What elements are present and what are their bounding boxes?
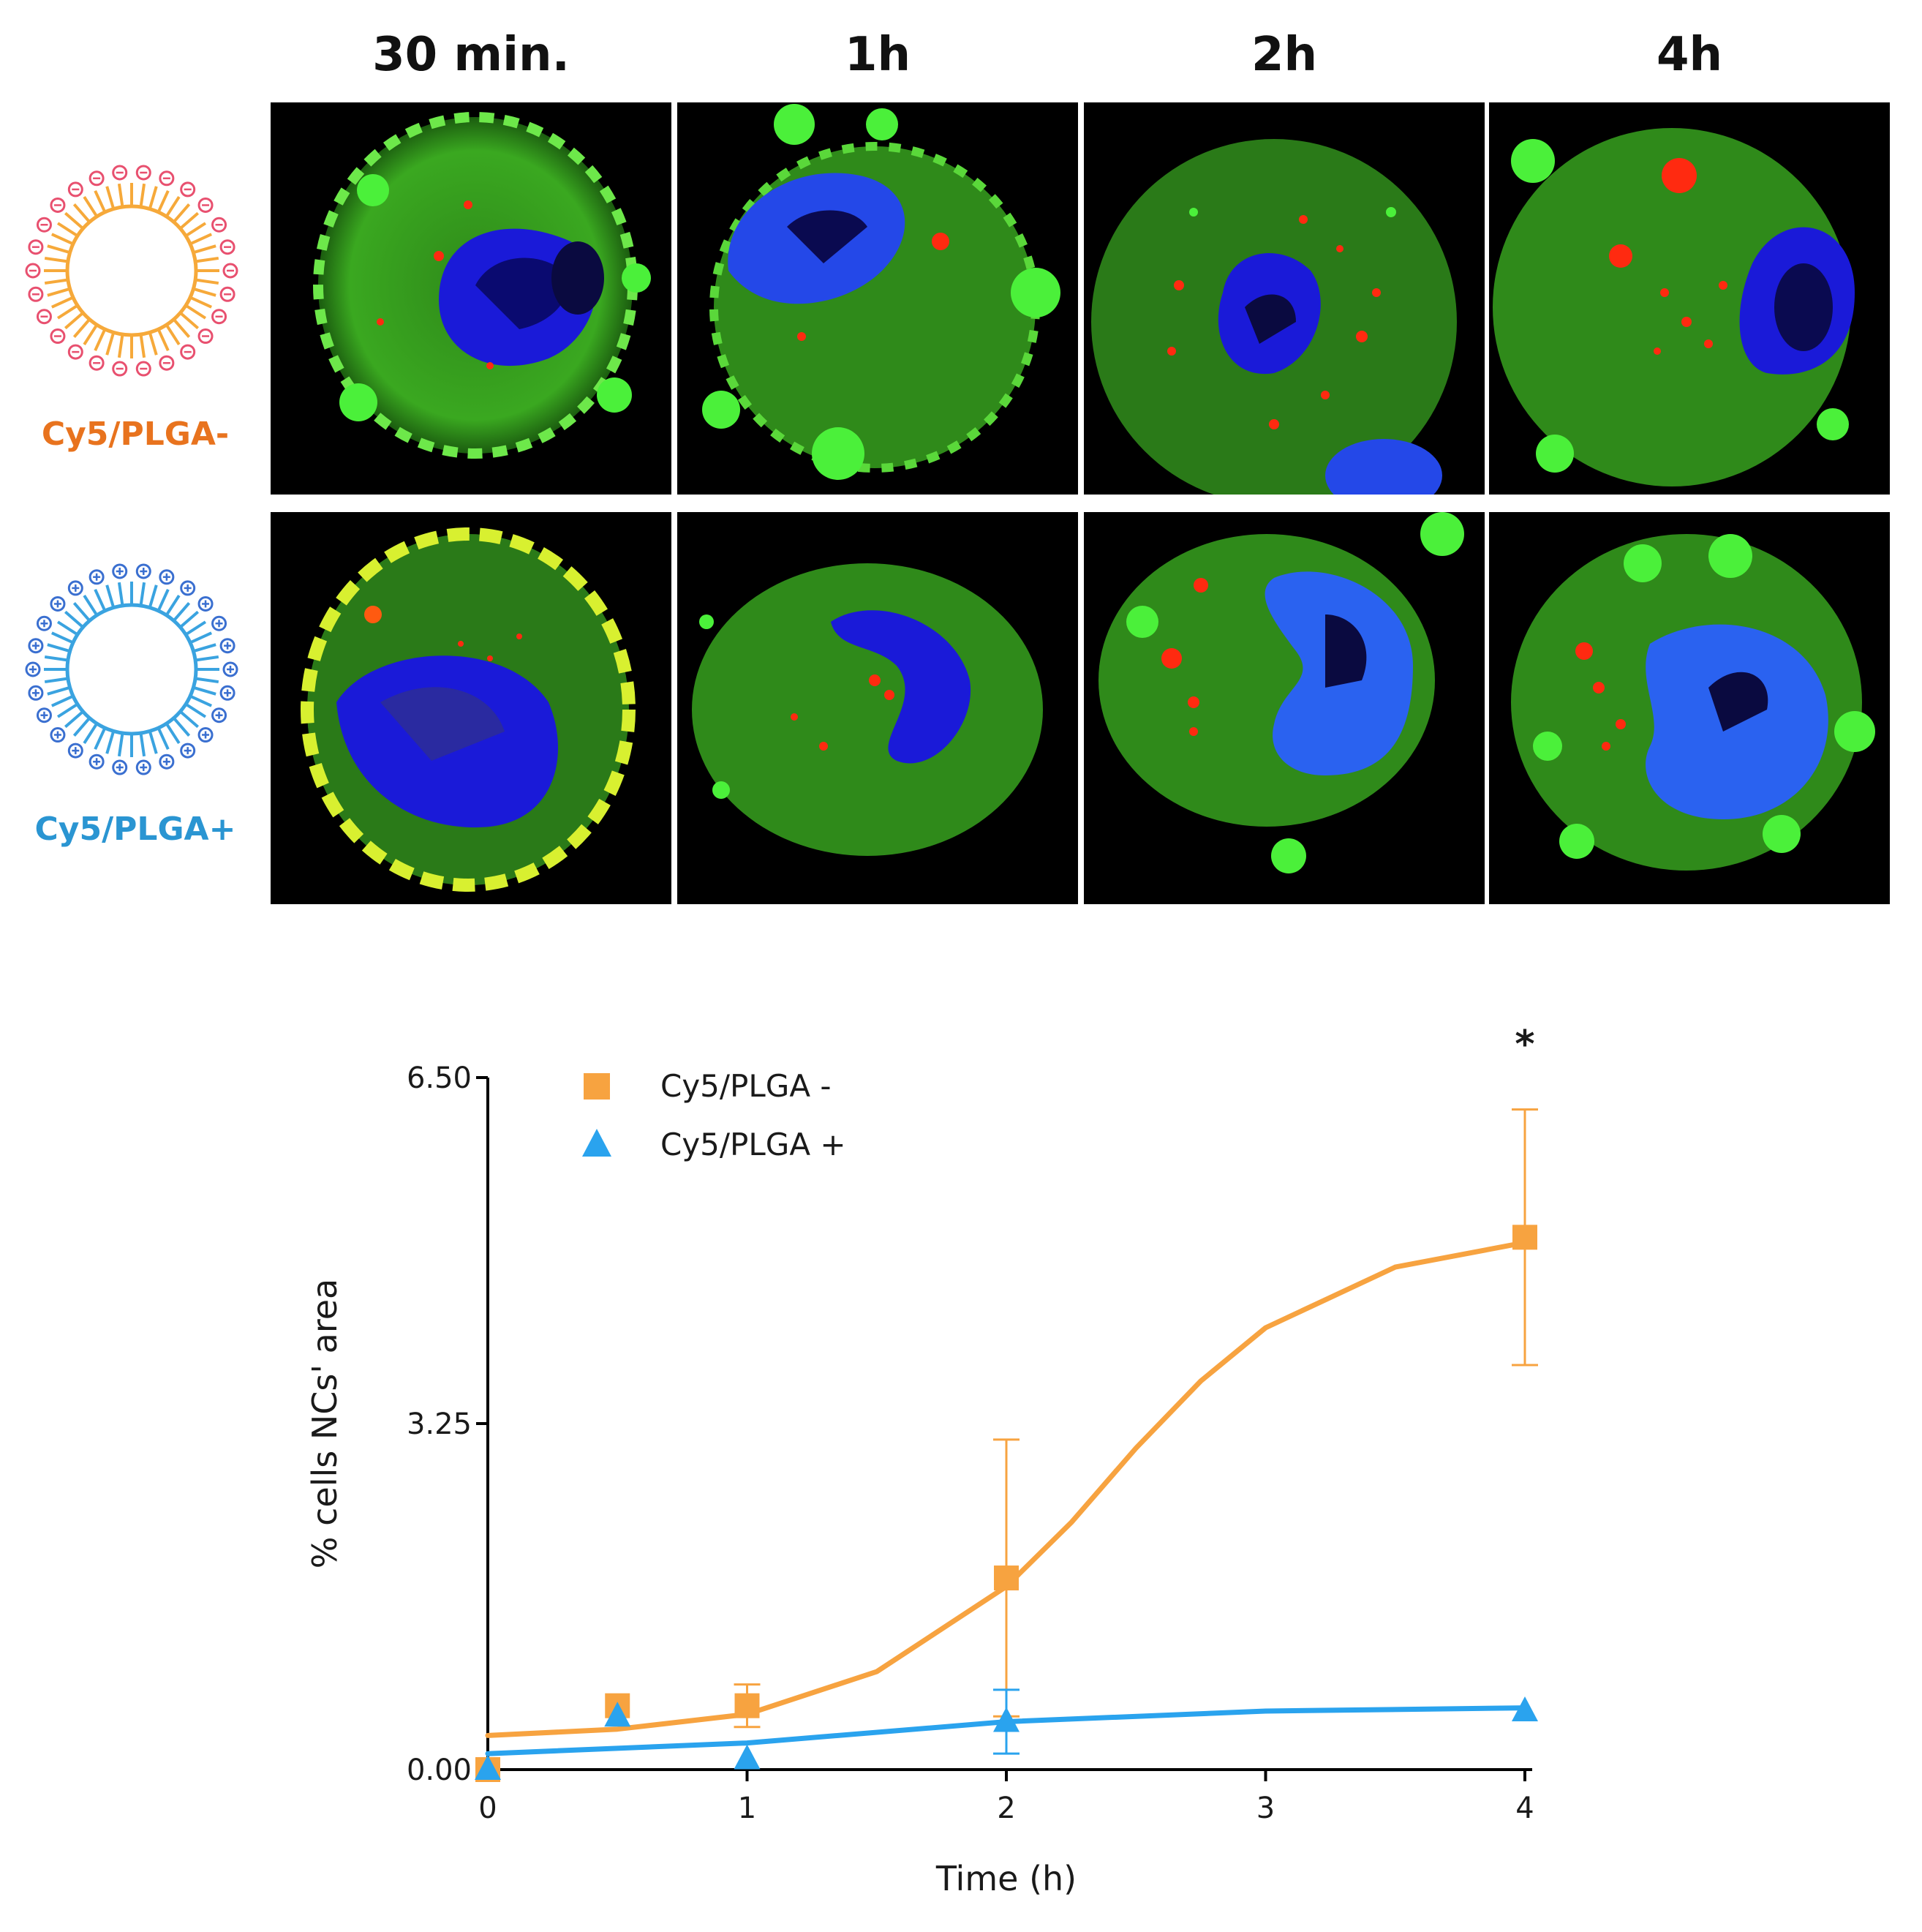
data-point-triangle — [734, 1744, 761, 1770]
micrograph-pos-30min — [271, 512, 671, 904]
x-tick-label: 1 — [738, 1792, 756, 1825]
micrograph-neg-30min — [271, 102, 671, 495]
data-point-square — [1512, 1225, 1537, 1250]
legend-label: Cy5/PLGA - — [660, 1068, 832, 1104]
data-point-square — [734, 1693, 760, 1718]
micrograph-neg-4h — [1489, 102, 1890, 495]
data-point-square — [994, 1565, 1019, 1591]
data-point-triangle — [475, 1755, 501, 1780]
significance-marker: * — [1515, 1023, 1534, 1067]
x-axis-label: Time (h) — [935, 1859, 1077, 1898]
micrograph-pos-1h — [677, 512, 1078, 904]
column-header-1h: 1h — [844, 28, 911, 82]
positive-vesicle-icon — [25, 563, 238, 775]
data-point-triangle — [1512, 1696, 1538, 1721]
data-point-triangle — [993, 1707, 1020, 1732]
y-axis-label: % cells NCs' area — [305, 1279, 344, 1568]
micrograph-pos-4h — [1489, 512, 1890, 904]
legend-marker-square — [584, 1073, 610, 1100]
row-label-positive: Cy5/PLGA+ — [34, 811, 236, 848]
column-header-4h: 4h — [1656, 28, 1723, 82]
data-point-triangle — [604, 1702, 631, 1727]
x-tick-label: 4 — [1515, 1792, 1534, 1825]
micrograph-neg-2h — [1084, 102, 1485, 495]
x-tick-label: 0 — [478, 1792, 497, 1825]
y-tick-label: 3.25 — [407, 1407, 472, 1441]
x-tick-label: 2 — [997, 1792, 1015, 1825]
y-tick-label: 0.00 — [407, 1754, 472, 1787]
column-header-30min: 30 min. — [372, 28, 570, 82]
fit-curve-0 — [485, 1240, 1528, 1738]
row-label-negative: Cy5/PLGA- — [41, 416, 230, 453]
x-tick-label: 3 — [1256, 1792, 1275, 1825]
micrograph-pos-2h — [1084, 512, 1485, 904]
micrograph-neg-1h — [677, 102, 1078, 495]
negative-vesicle-icon — [25, 165, 238, 377]
column-header-2h: 2h — [1251, 28, 1318, 82]
legend-marker-triangle — [582, 1129, 611, 1157]
y-tick-label: 6.50 — [407, 1061, 472, 1095]
legend-label: Cy5/PLGA + — [660, 1127, 846, 1162]
